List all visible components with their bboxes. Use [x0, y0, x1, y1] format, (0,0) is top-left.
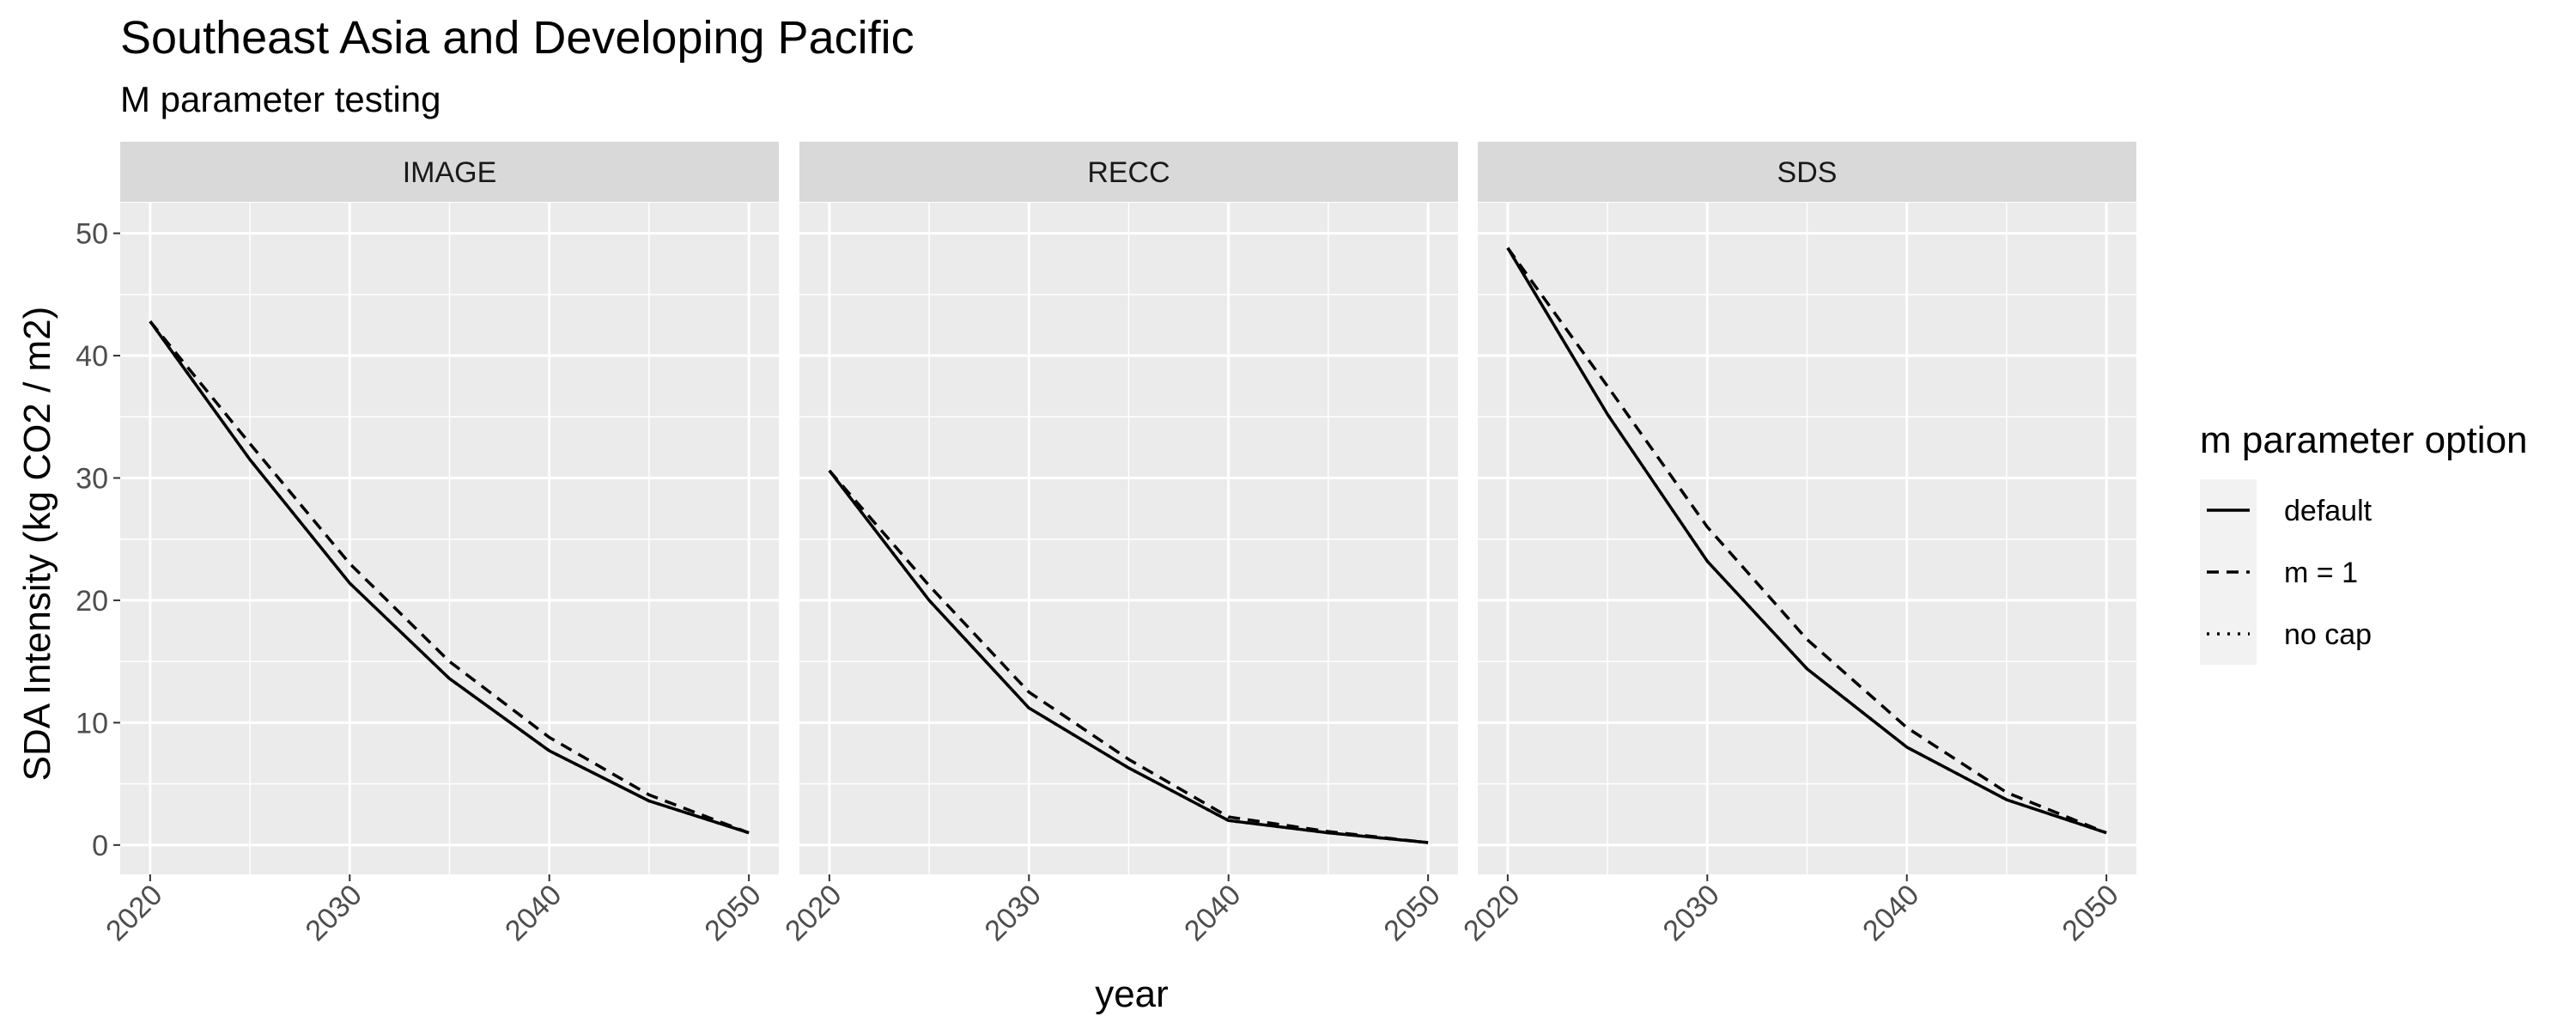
- legend-title: m parameter option: [2200, 419, 2528, 461]
- facet-panel-sds: SDS 2020 2030 2040 2050: [1457, 142, 2136, 947]
- x-tick-label: 2040: [1178, 879, 1247, 947]
- series-line-dotted: [828, 469, 1429, 844]
- legend-label: m = 1: [2284, 557, 2358, 589]
- y-tick-label: 20: [76, 585, 108, 618]
- y-tick-label: 30: [76, 462, 108, 495]
- chart-title: Southeast Asia and Developing Pacific: [120, 12, 914, 64]
- facet-panel-image: IMAGE 2020 2030 2040 2050: [100, 142, 779, 947]
- facet-strip-label: SDS: [1777, 156, 1838, 189]
- facet-strip: [799, 142, 1458, 202]
- x-tick-label: 2030: [979, 879, 1048, 947]
- x-tick-label: 2050: [1377, 879, 1446, 947]
- facet-panel-recc: RECC 2020 2030 2040 2050: [779, 142, 1458, 947]
- facet-strip: [120, 142, 779, 202]
- x-tick-label: 2030: [1657, 879, 1726, 947]
- y-tick-label: 0: [92, 830, 108, 862]
- facet-strip-label: IMAGE: [403, 156, 497, 189]
- legend: m parameter option default m = 1 no cap: [2200, 419, 2528, 665]
- x-tick-label: 2040: [1856, 879, 1925, 947]
- facet-strip-label: RECC: [1087, 156, 1170, 189]
- x-tick-label: 2040: [499, 879, 568, 947]
- series-line-dashed: [149, 320, 750, 835]
- x-tick-label: 2050: [698, 879, 767, 947]
- facet-strip: [1478, 142, 2136, 202]
- y-tick-label: 40: [76, 340, 108, 373]
- y-tick-label: 10: [76, 707, 108, 740]
- x-tick-label: 2030: [300, 879, 368, 947]
- x-tick-label: 2020: [779, 879, 848, 947]
- y-axis-title: SDA Intensity (kg CO2 / m2): [16, 307, 58, 782]
- x-tick-label: 2020: [1457, 879, 1526, 947]
- series-line-solid: [1506, 247, 2107, 835]
- legend-label: default: [2284, 495, 2372, 527]
- y-tick-label: 50: [76, 218, 108, 251]
- chart-subtitle: M parameter testing: [120, 79, 441, 119]
- x-tick-label: 2050: [2056, 879, 2124, 947]
- x-tick-label: 2020: [100, 879, 168, 947]
- legend-label: no cap: [2284, 618, 2372, 651]
- series-line-dotted: [149, 320, 750, 835]
- x-axis-title: year: [1095, 973, 1169, 1015]
